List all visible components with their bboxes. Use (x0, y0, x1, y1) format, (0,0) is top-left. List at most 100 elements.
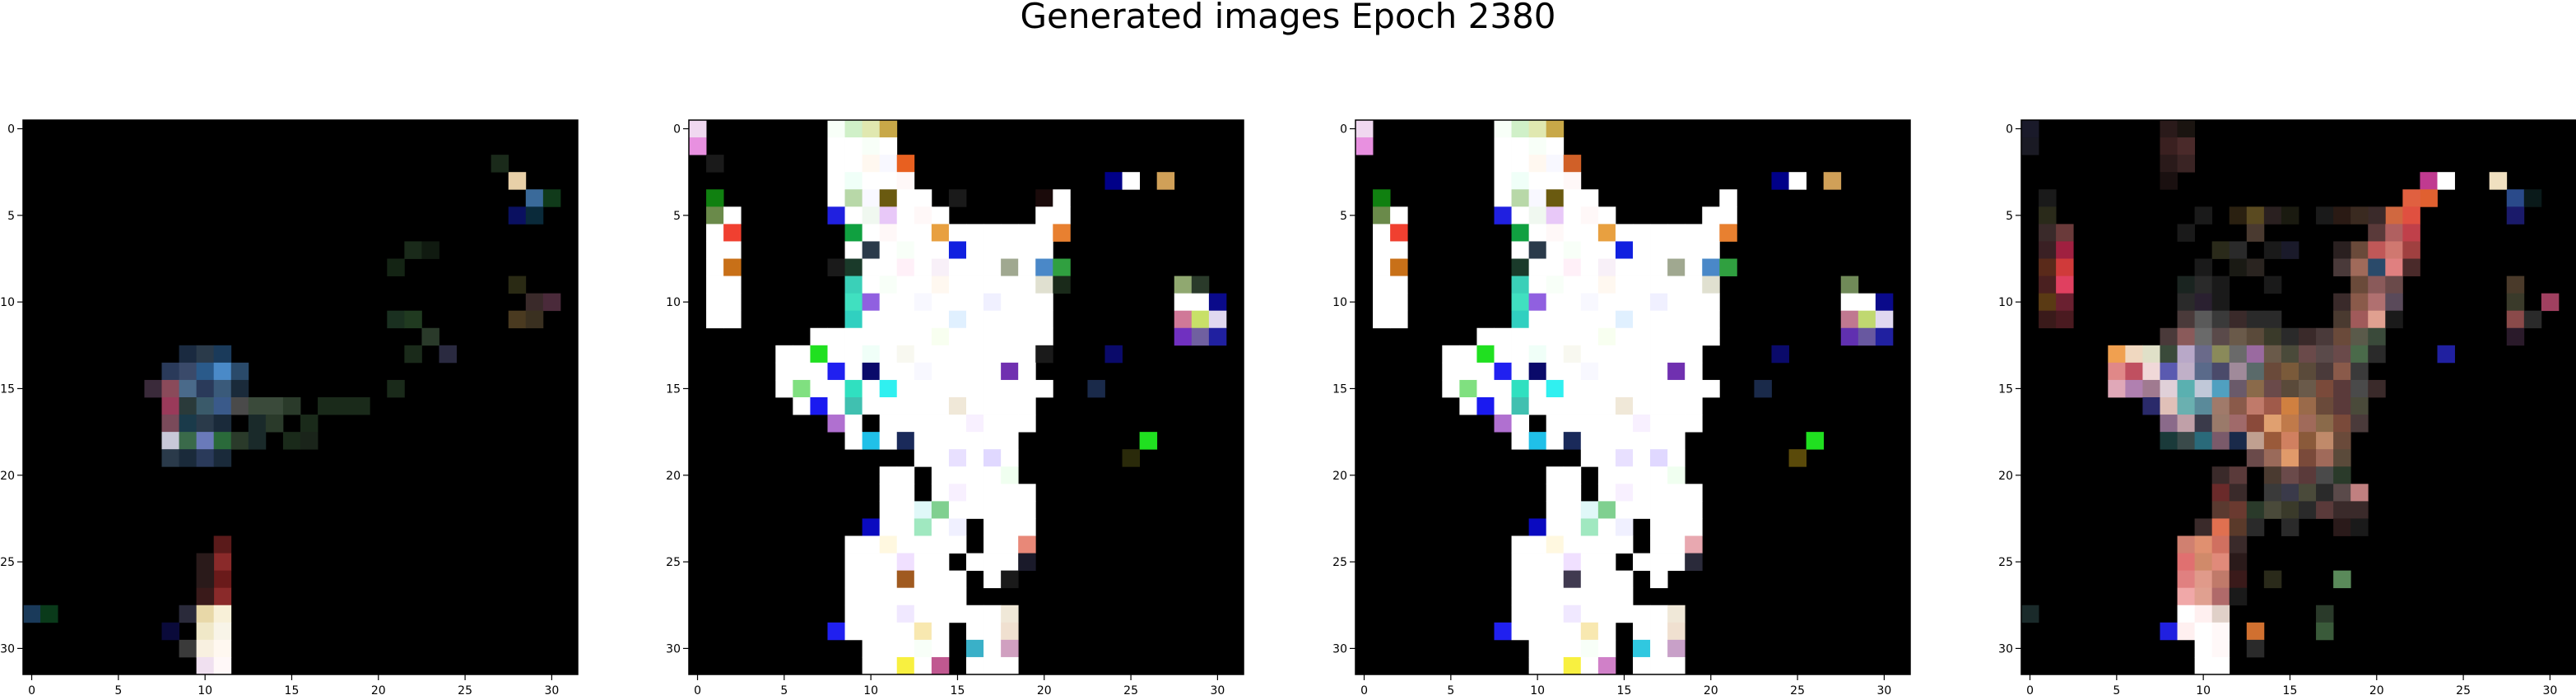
image-pixel (931, 553, 950, 572)
image-pixel (508, 172, 527, 190)
image-pixel (966, 553, 984, 572)
image-pixel (983, 293, 1002, 312)
image-pixel (1615, 397, 1634, 415)
image-pixel (896, 172, 915, 190)
image-pixel (1597, 622, 1616, 641)
image-pixel (1650, 535, 1668, 554)
x-tick-label: 5 (1447, 684, 1454, 695)
image-pixel (2281, 449, 2299, 467)
image-pixel (508, 276, 527, 294)
image-pixel (2333, 397, 2351, 415)
image-pixel (1633, 622, 1651, 641)
image-pixel (1001, 501, 1019, 519)
image-pixel (1355, 120, 1374, 138)
image-pixel (2299, 449, 2317, 467)
image-pixel (706, 155, 724, 173)
image-pixel (2506, 327, 2525, 346)
image-pixel (1511, 258, 1530, 276)
image-pixel (948, 535, 967, 554)
image-pixel (1719, 189, 1737, 207)
image-pixel (213, 535, 232, 554)
image-pixel (844, 622, 863, 641)
image-pixel (1580, 587, 1599, 606)
image-pixel (1702, 310, 1720, 329)
image-pixel (862, 622, 881, 641)
image-pixel (1667, 449, 1686, 467)
image-pixel (1615, 535, 1634, 554)
image-pixel (179, 432, 198, 450)
image-pixel (1546, 518, 1565, 536)
image-pixel (862, 639, 881, 658)
image-pixel (862, 518, 881, 536)
image-pixel (2489, 172, 2508, 190)
image-pixel (983, 432, 1002, 450)
image-pixel (2263, 206, 2282, 225)
image-pixel (1650, 570, 1668, 589)
image-pixel (2333, 258, 2351, 276)
image-panel-1: 0 5 10 15 20 25 30 0 5 10 15 20 25 30 (0, 119, 579, 695)
image-pixel (2021, 120, 2039, 138)
image-pixel (1511, 362, 1530, 381)
image-pixel (793, 362, 811, 381)
image-pixel (2368, 241, 2386, 259)
image-pixel (896, 258, 915, 276)
image-pixel (810, 397, 828, 415)
image-pixel (948, 276, 967, 294)
image-pixel (844, 415, 863, 433)
image-pixel (1528, 587, 1547, 606)
image-pixel (1018, 327, 1036, 346)
image-pixel (2160, 415, 2178, 433)
image-pixel (2125, 379, 2143, 398)
image-pixel (1546, 605, 1565, 623)
image-pixel (2350, 293, 2369, 312)
image-pixel (879, 656, 898, 675)
image-pixel (931, 501, 950, 519)
image-pixel (862, 656, 881, 675)
image-pixel (862, 553, 881, 572)
image-pixel (2160, 327, 2178, 346)
image-pixel (1650, 449, 1668, 467)
image-pixel (706, 189, 724, 207)
figure-title: Generated images Epoch 2380 (1020, 0, 1556, 36)
image-pixel (1528, 327, 1547, 346)
image-pixel (196, 639, 215, 658)
image-pixel (1633, 327, 1651, 346)
image-pixel (1122, 172, 1141, 190)
image-pixel (1650, 241, 1668, 259)
image-pixel (1156, 172, 1175, 190)
image-pixel (179, 449, 198, 467)
image-pixel (1563, 327, 1582, 346)
image-pixel (2299, 432, 2317, 450)
image-pixel (844, 224, 863, 242)
image-pixel (706, 293, 724, 312)
image-pixel (2385, 258, 2403, 276)
image-pixel (1719, 258, 1737, 276)
image-pixel (896, 484, 915, 502)
image-pixel (948, 518, 967, 536)
image-pixel (966, 622, 984, 641)
image-pixel (2194, 432, 2213, 450)
image-pixel (2263, 310, 2282, 329)
image-pixel (1650, 397, 1668, 415)
image-pixel (265, 415, 284, 433)
image-pixel (213, 639, 232, 658)
image-pixel (161, 415, 179, 433)
image-pixel (2333, 432, 2351, 450)
image-pixel (966, 310, 984, 329)
image-pixel (1476, 379, 1495, 398)
image-pixel (1563, 293, 1582, 312)
image-pixel (2246, 432, 2265, 450)
image-pixel (40, 605, 58, 623)
image-pixel (1650, 622, 1668, 641)
axes-frame (2020, 119, 2576, 675)
image-pixel (1633, 449, 1651, 467)
image-pixel (1546, 293, 1565, 312)
image-pixel (1650, 656, 1668, 675)
image-pixel (2211, 570, 2230, 589)
image-pixel (2385, 293, 2403, 312)
image-pixel (300, 415, 319, 433)
image-pixel (2316, 605, 2334, 623)
image-pixel (2177, 345, 2196, 364)
image-pixel (2246, 397, 2265, 415)
image-pixel (179, 605, 198, 623)
